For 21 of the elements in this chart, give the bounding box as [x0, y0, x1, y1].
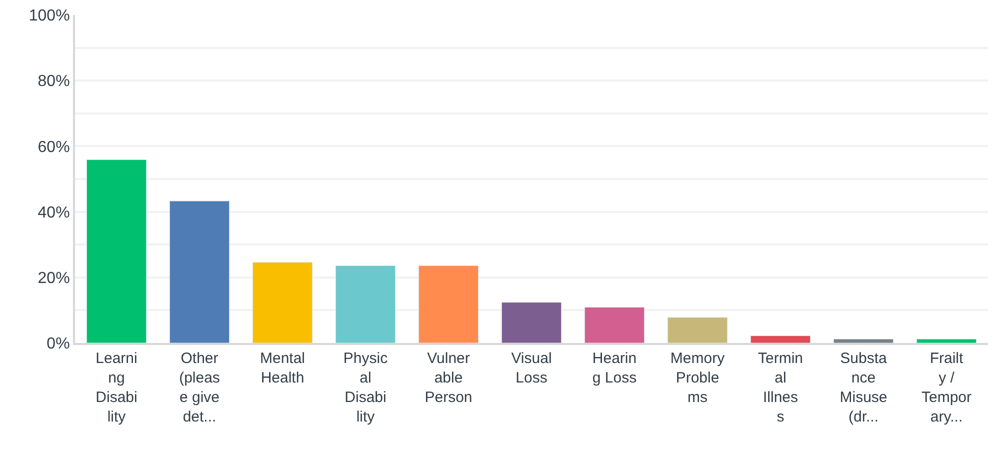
x-tick-label: Visual Loss: [511, 350, 552, 386]
bar: [667, 317, 728, 343]
x-tick-label: Mental Health: [260, 350, 306, 386]
x-tick-label: Frailty / Temporary...: [921, 350, 972, 426]
bar: [916, 338, 977, 343]
x-tick-label: Terminal Illness: [758, 350, 804, 426]
x-tick-label: Substance Misuse (dr...: [840, 350, 888, 426]
y-tick-label: 100%: [28, 8, 70, 25]
y-tick-label: 40%: [38, 204, 70, 222]
bar: [833, 338, 894, 343]
x-tick-label: Memory Problems: [670, 350, 726, 406]
y-tick-label: 20%: [38, 270, 70, 287]
y-tick-label: 0%: [46, 336, 70, 353]
y-tick-label: 60%: [38, 138, 70, 156]
x-tick-label: Vulnerable Person: [424, 350, 472, 406]
y-tick-label: 80%: [38, 73, 70, 90]
bar: [750, 336, 811, 343]
x-tick-label: Other (please give det...: [179, 350, 220, 426]
x-tick-label: Physical Disability: [343, 350, 388, 426]
x-tick-label: Hearing Loss: [592, 350, 637, 386]
x-tick-label: Learning Disability: [96, 350, 138, 426]
